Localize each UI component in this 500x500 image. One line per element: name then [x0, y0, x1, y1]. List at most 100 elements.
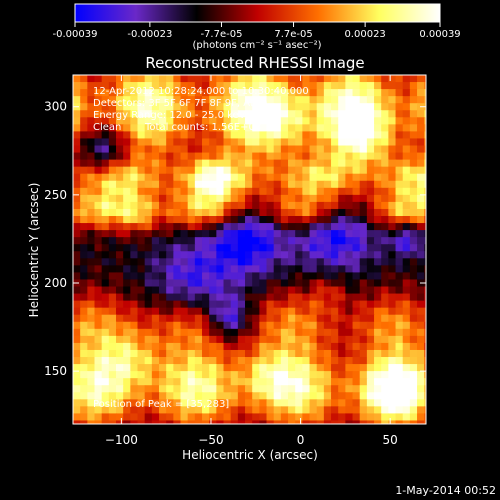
- heatmap-cell: [216, 244, 225, 252]
- heatmap-cell: [108, 237, 117, 245]
- heatmap-cell: [151, 187, 160, 196]
- heatmap-cell: [194, 307, 203, 316]
- heatmap-cell: [409, 173, 418, 182]
- heatmap-cell: [266, 265, 275, 274]
- heatmap-cell: [409, 166, 418, 175]
- heatmap-cell: [352, 307, 361, 316]
- heatmap-cell: [166, 180, 174, 189]
- heatmap-cell: [209, 145, 217, 154]
- heatmap-cell: [116, 321, 124, 330]
- heatmap-cell: [295, 124, 303, 132]
- heatmap-cell: [101, 103, 110, 111]
- heatmap-cell: [202, 342, 210, 351]
- heatmap-cell: [94, 152, 103, 161]
- heatmap-cell: [338, 392, 346, 400]
- heatmap-cell: [309, 413, 318, 422]
- heatmap-cell: [252, 110, 260, 118]
- heatmap-cell: [223, 258, 232, 266]
- heatmap-cell: [223, 216, 232, 224]
- heatmap-cell: [402, 307, 411, 316]
- heatmap-cell: [159, 251, 167, 259]
- heatmap-cell: [137, 342, 146, 351]
- heatmap-cell: [116, 385, 124, 393]
- heatmap-cell: [180, 152, 189, 161]
- heatmap-cell: [87, 89, 96, 97]
- heatmap-cell: [374, 230, 382, 238]
- heatmap-cell: [209, 420, 217, 424]
- heatmap-cell: [316, 145, 325, 154]
- heatmap-cell: [123, 300, 131, 309]
- heatmap-cell: [209, 75, 217, 83]
- heatmap-cell: [273, 265, 282, 274]
- heatmap-cell: [366, 131, 375, 140]
- heatmap-cell: [359, 335, 368, 344]
- heatmap-cell: [245, 357, 253, 365]
- heatmap-cell: [180, 378, 189, 386]
- heatmap-cell: [108, 335, 117, 344]
- heatmap-cell: [166, 428, 174, 436]
- heatmap-cell: [352, 187, 361, 196]
- heatmap-cell: [245, 223, 253, 231]
- heatmap-cell: [323, 399, 332, 407]
- heatmap-cell: [73, 244, 81, 252]
- heatmap-cell: [259, 293, 268, 302]
- heatmap-cell: [159, 103, 167, 111]
- heatmap-cell: [323, 145, 332, 154]
- heatmap-cell: [345, 251, 354, 259]
- heatmap-cell: [266, 82, 275, 90]
- heatmap-cell: [173, 349, 182, 358]
- heatmap-cell: [381, 216, 389, 224]
- heatmap-cell: [237, 420, 246, 424]
- heatmap-cell: [417, 399, 425, 407]
- heatmap-cell: [266, 371, 275, 379]
- heatmap-cell: [194, 406, 203, 415]
- heatmap-cell: [359, 279, 368, 288]
- heatmap-cell: [259, 75, 268, 83]
- heatmap-cell: [180, 103, 189, 111]
- heatmap-cell: [259, 420, 268, 424]
- heatmap-cell: [166, 364, 174, 372]
- heatmap-cell: [402, 349, 411, 358]
- heatmap-cell: [316, 293, 325, 302]
- heatmap-cell: [338, 371, 346, 379]
- heatmap-cell: [424, 110, 426, 118]
- heatmap-cell: [295, 357, 303, 365]
- heatmap-cell: [338, 96, 346, 104]
- heatmap-cell: [80, 328, 88, 337]
- heatmap-cell: [87, 399, 96, 407]
- heatmap-cell: [366, 187, 375, 196]
- heatmap-cell: [116, 378, 124, 386]
- heatmap-cell: [366, 208, 375, 217]
- heatmap-cell: [137, 180, 146, 189]
- heatmap-cell: [80, 237, 88, 245]
- heatmap-cell: [209, 131, 217, 140]
- heatmap-cell: [409, 117, 418, 125]
- heatmap-cell: [173, 244, 182, 252]
- heatmap-cell: [123, 138, 131, 147]
- heatmap-cell: [123, 75, 131, 83]
- heatmap-cell: [223, 272, 232, 281]
- heatmap-cell: [116, 265, 124, 274]
- heatmap-cell: [409, 251, 418, 259]
- heatmap-cell: [108, 272, 117, 281]
- heatmap-cell: [252, 428, 260, 436]
- heatmap-cell: [101, 293, 110, 302]
- heatmap-cell: [230, 265, 239, 274]
- heatmap-cell: [259, 96, 268, 104]
- heatmap-cell: [417, 201, 425, 210]
- heatmap-cell: [94, 187, 103, 196]
- heatmap-cell: [331, 307, 339, 316]
- heatmap-cell: [73, 145, 81, 154]
- heatmap-cell: [431, 413, 439, 421]
- heatmap-cell: [431, 428, 439, 436]
- heatmap-cell: [295, 335, 303, 344]
- heatmap-cell: [323, 180, 332, 189]
- heatmap-cell: [424, 364, 426, 372]
- heatmap-cell: [409, 75, 418, 83]
- heatmap-cell: [123, 335, 131, 344]
- heatmap-cell: [381, 124, 389, 132]
- heatmap-cell: [331, 286, 339, 295]
- heatmap-cell: [116, 103, 124, 111]
- heatmap-cell: [381, 201, 389, 210]
- heatmap-cell: [108, 180, 117, 189]
